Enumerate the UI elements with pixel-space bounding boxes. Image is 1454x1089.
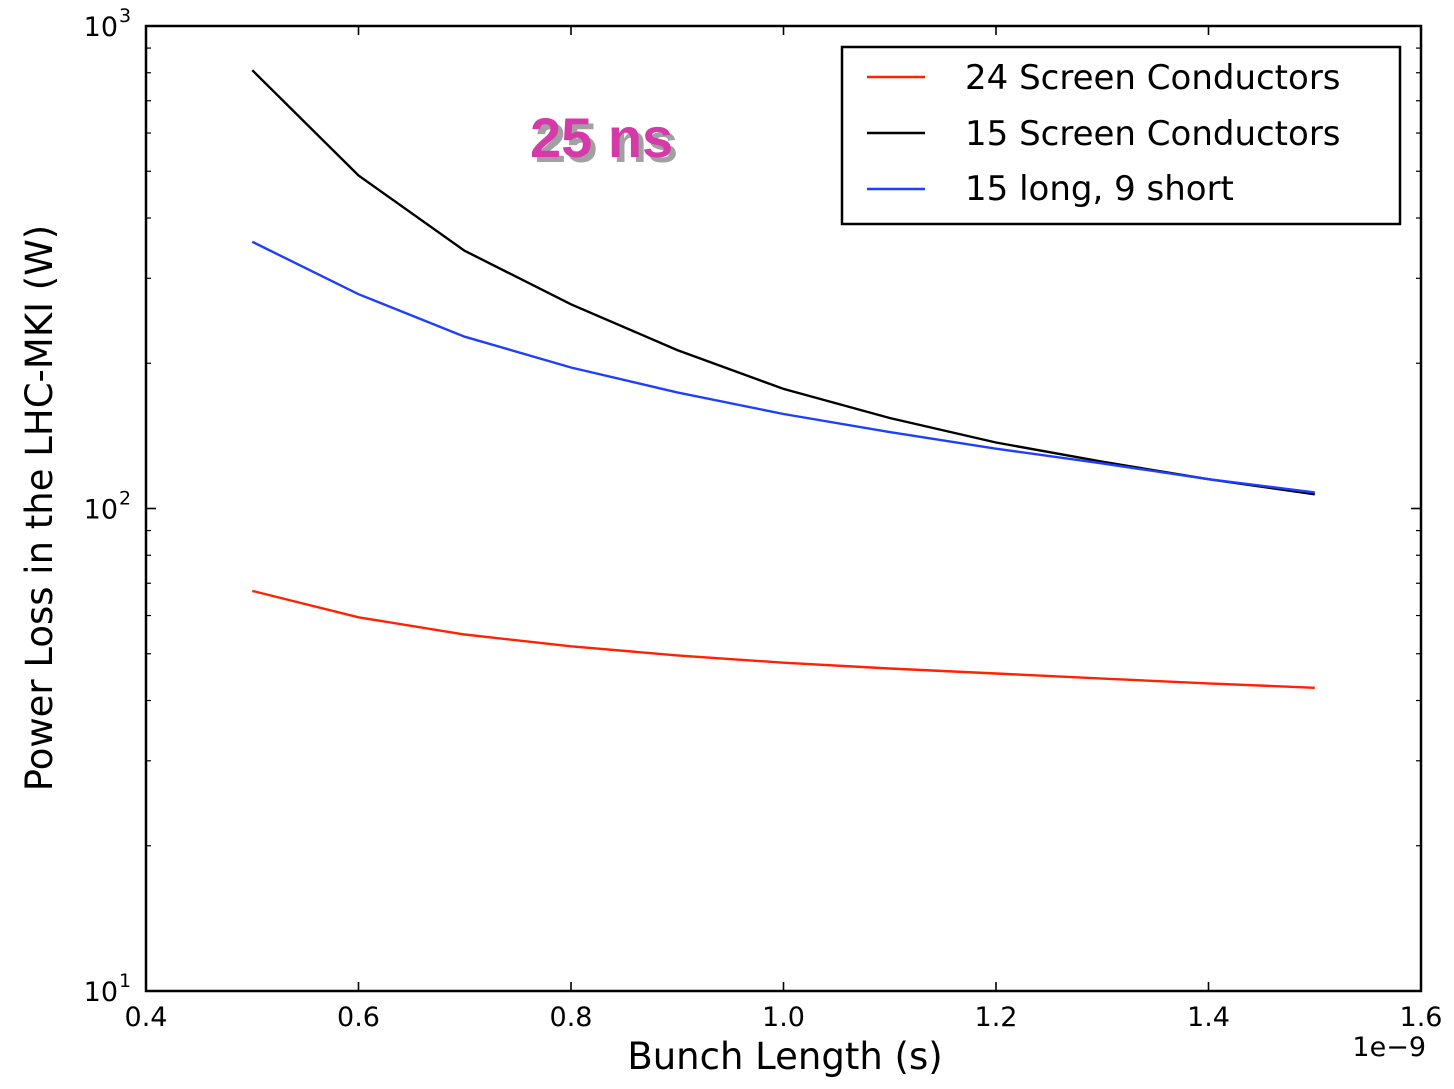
y-tick-exponent: 3	[119, 5, 131, 27]
legend-label-15-screen-conductors: 15 Screen Conductors	[965, 114, 1341, 154]
legend-label-24-screen-conductors: 24 Screen Conductors	[965, 58, 1341, 98]
legend: 24 Screen Conductors 15 Screen Conductor…	[840, 45, 1402, 226]
y-tick-label: 10	[84, 495, 118, 526]
legend-box	[840, 45, 1402, 226]
x-tick-label: 0.8	[550, 1002, 593, 1033]
y-axis-label: Power Loss in the LHC-MKI (W)	[18, 225, 61, 791]
plot-frame	[144, 24, 1423, 993]
x-tick-label: 0.6	[337, 1002, 380, 1033]
y-tick-exponent: 1	[119, 970, 131, 992]
legend-label-15-long-9-short: 15 long, 9 short	[965, 169, 1234, 209]
x-tick-label: 1.0	[762, 1002, 805, 1033]
y-tick-label: 10	[84, 12, 118, 43]
x-tick-label: 1.6	[1400, 1002, 1443, 1033]
series-layer	[251, 69, 1315, 689]
x-offset-label: 1e−9	[1352, 1032, 1426, 1063]
x-axis-label: Bunch Length (s)	[627, 1035, 942, 1078]
series-line-2	[251, 240, 1315, 494]
y-tick-exponent: 2	[119, 488, 131, 510]
x-tick-label: 1.2	[975, 1002, 1018, 1033]
x-tick-label: 1.4	[1187, 1002, 1230, 1033]
y-tick-label: 10	[84, 977, 118, 1008]
series-line-0	[252, 589, 1315, 689]
annotation-25ns-shadow: 25 ns	[535, 111, 678, 174]
x-tick-label: 0.4	[125, 1002, 168, 1033]
annotation-25ns: 25 ns	[530, 106, 673, 169]
